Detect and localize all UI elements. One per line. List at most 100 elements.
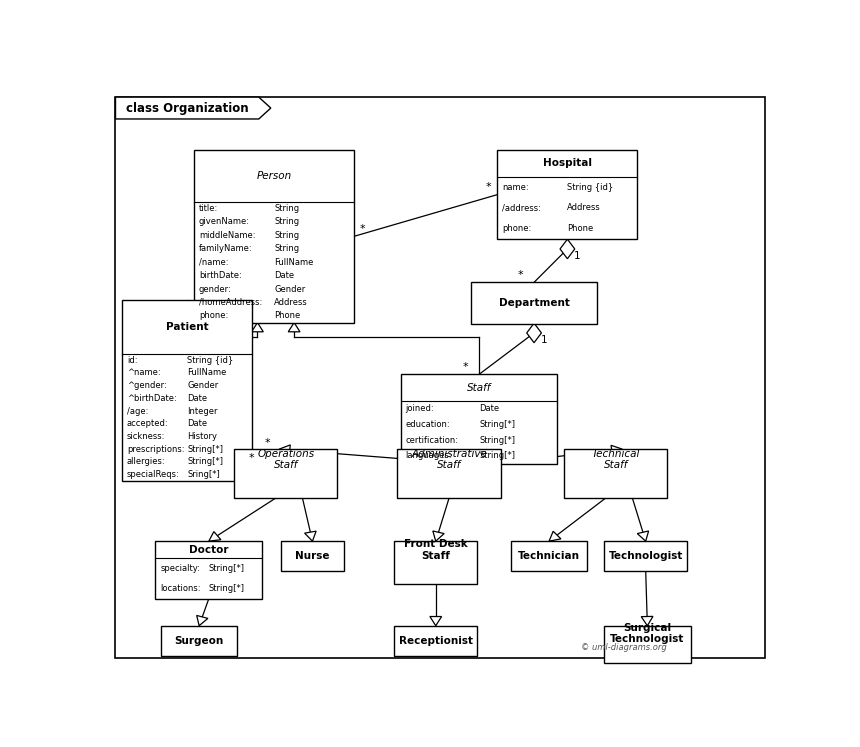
Text: Doctor: Doctor: [189, 545, 229, 555]
Text: String {id}: String {id}: [568, 183, 614, 192]
Polygon shape: [280, 445, 291, 455]
Text: Nurse: Nurse: [295, 551, 329, 561]
Bar: [564, 449, 667, 498]
Text: accepted:: accepted:: [126, 419, 169, 428]
Polygon shape: [209, 532, 221, 541]
Polygon shape: [449, 449, 461, 458]
Text: String[*]: String[*]: [479, 451, 515, 460]
Text: id:: id:: [126, 356, 138, 365]
Text: Technologist: Technologist: [609, 551, 683, 561]
Text: 1: 1: [574, 251, 580, 261]
Text: Phone: Phone: [274, 311, 300, 320]
Polygon shape: [288, 323, 300, 332]
Text: Surgeon: Surgeon: [175, 636, 224, 645]
Text: *: *: [485, 182, 491, 192]
Bar: [234, 449, 337, 498]
Text: Technician: Technician: [518, 551, 580, 561]
Bar: [604, 541, 687, 571]
Text: name:: name:: [502, 183, 529, 192]
Text: specialty:: specialty:: [160, 564, 200, 573]
Text: Hospital: Hospital: [543, 158, 592, 168]
Text: /address:: /address:: [502, 203, 541, 212]
Text: Staff: Staff: [467, 382, 491, 393]
Polygon shape: [115, 97, 271, 119]
Text: phone:: phone:: [199, 311, 228, 320]
Bar: [604, 626, 691, 663]
Text: ^name:: ^name:: [126, 368, 161, 377]
Text: String[*]: String[*]: [209, 584, 245, 593]
Text: locations:: locations:: [160, 584, 200, 593]
Text: String[*]: String[*]: [209, 564, 245, 573]
Text: languages:: languages:: [405, 451, 452, 460]
Text: String: String: [274, 244, 299, 253]
Text: specialReqs:: specialReqs:: [126, 470, 180, 479]
Bar: [397, 449, 501, 498]
Text: Date: Date: [187, 394, 207, 403]
Text: /name:: /name:: [199, 258, 228, 267]
Bar: [280, 541, 344, 571]
Polygon shape: [611, 445, 623, 456]
Text: *: *: [249, 453, 255, 462]
Polygon shape: [252, 323, 263, 332]
Text: education:: education:: [405, 420, 450, 429]
Text: Sring[*]: Sring[*]: [187, 470, 220, 479]
Text: prescriptions:: prescriptions:: [126, 444, 184, 453]
Text: Patient: Patient: [166, 322, 208, 332]
Text: Date: Date: [187, 419, 207, 428]
Text: Person: Person: [256, 171, 292, 181]
Text: Gender: Gender: [274, 285, 305, 294]
Text: birthDate:: birthDate:: [199, 271, 242, 280]
Text: title:: title:: [199, 204, 218, 213]
Text: sickness:: sickness:: [126, 432, 165, 441]
Text: ^gender:: ^gender:: [126, 381, 167, 390]
Text: © uml-diagrams.org: © uml-diagrams.org: [580, 643, 666, 652]
Polygon shape: [560, 239, 574, 258]
Text: phone:: phone:: [502, 224, 531, 233]
Polygon shape: [197, 616, 208, 626]
Polygon shape: [430, 616, 442, 626]
Text: Date: Date: [274, 271, 294, 280]
Bar: [394, 626, 477, 656]
Polygon shape: [549, 531, 561, 541]
Text: Gender: Gender: [187, 381, 218, 390]
Bar: [511, 541, 587, 571]
Text: middleName:: middleName:: [199, 231, 255, 240]
Text: Department: Department: [499, 298, 569, 308]
Text: givenName:: givenName:: [199, 217, 249, 226]
Polygon shape: [526, 323, 542, 343]
Bar: [161, 626, 237, 656]
Text: allergies:: allergies:: [126, 457, 165, 466]
Text: String: String: [274, 204, 299, 213]
Text: /homeAddress:: /homeAddress:: [199, 298, 262, 307]
Text: *: *: [359, 223, 365, 234]
Text: Integer: Integer: [187, 406, 218, 415]
Polygon shape: [304, 531, 316, 541]
Text: Date: Date: [479, 404, 499, 413]
Text: String: String: [274, 231, 299, 240]
Text: Receptionist: Receptionist: [399, 636, 473, 645]
Text: *: *: [463, 362, 468, 372]
Bar: [122, 300, 252, 481]
Polygon shape: [433, 531, 444, 541]
Text: *: *: [518, 270, 523, 279]
Text: Front Desk
Staff: Front Desk Staff: [404, 539, 468, 561]
Text: Phone: Phone: [568, 224, 593, 233]
Polygon shape: [637, 531, 648, 541]
Text: String[*]: String[*]: [187, 457, 223, 466]
Polygon shape: [642, 616, 653, 626]
Text: History: History: [187, 432, 217, 441]
Bar: [194, 150, 354, 323]
Text: familyName:: familyName:: [199, 244, 253, 253]
Text: String {id}: String {id}: [187, 356, 233, 365]
Bar: [401, 374, 557, 463]
Bar: [497, 150, 637, 239]
Bar: [156, 541, 262, 598]
Text: gender:: gender:: [199, 285, 231, 294]
Text: class Organization: class Organization: [126, 102, 249, 114]
Bar: [394, 541, 477, 584]
Bar: [470, 282, 598, 323]
Text: FullName: FullName: [274, 258, 314, 267]
Text: Address: Address: [568, 203, 601, 212]
Text: ^birthDate:: ^birthDate:: [126, 394, 176, 403]
Text: String: String: [274, 217, 299, 226]
